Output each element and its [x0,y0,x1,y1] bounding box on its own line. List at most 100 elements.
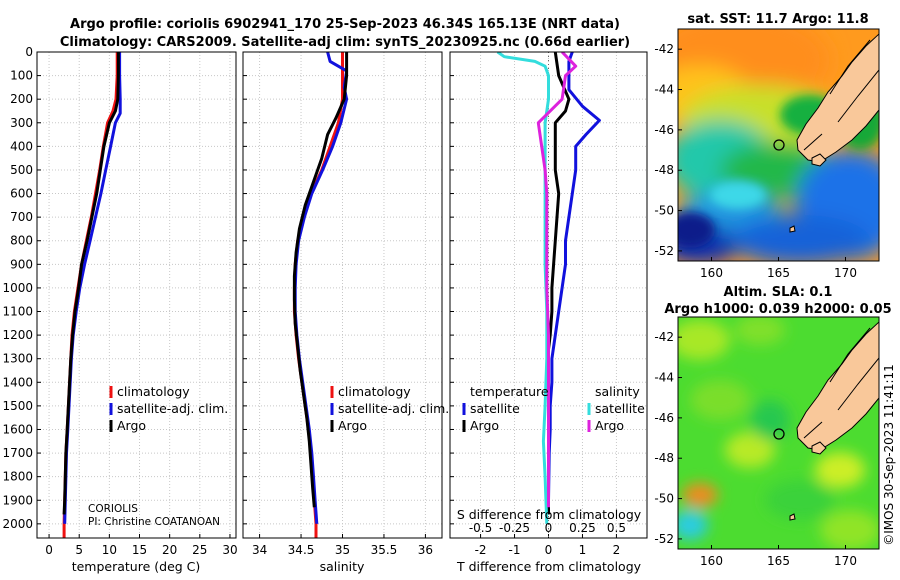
legend-title-salinity: salinity [595,384,640,399]
sla-map: Altim. SLA: 0.1 Argo h1000: 0.039 h2000:… [654,285,891,568]
map-lat-label: -52 [654,532,674,546]
s-difference-axis-label: S difference from climatology [457,507,642,522]
temperature-axis-label: temperature (deg C) [72,559,201,574]
legend-label-t-argo: Argo [470,418,499,433]
depth-tick-label: 1600 [2,422,33,436]
temperature-axes-box [36,51,237,539]
map-lat-label: -48 [654,451,674,465]
depth-tick-label: 300 [10,116,33,130]
depth-tick-label: 1800 [2,470,33,484]
series-line-t-argo [547,52,571,515]
map-lat-label: -42 [654,330,674,344]
depth-tick-label: 100 [10,69,33,83]
legend-label-argo: Argo [338,418,367,433]
x-tick-label: 0 [545,543,553,557]
difference-panel: -2 -1 0 1 2 -0.5 -0.25 0 0.25 0.5 S difference f… [449,51,648,574]
salinity-legend: climatology satellite-adj. clim. Argo [330,384,449,433]
temperature-legend: climatology satellite-adj. clim. Argo [109,384,228,433]
series-line-argo [292,52,349,508]
sst-field-regions [678,29,879,261]
map-lon-label: 165 [767,266,790,280]
sst-land-auckland-islands [789,225,796,233]
x-tick-label: 20 [162,543,177,557]
sst-land-stewart-island [811,153,827,167]
depth-tick-label: 1200 [2,328,33,342]
figure-title-line2: Climatology: CARS2009. Satellite-adj cli… [60,35,630,50]
x-tick-label: 36 [418,543,433,557]
salinity-tick-labels: 34 34.5 35 35.5 36 [252,543,433,557]
map-lat-label: -46 [654,123,674,137]
map-lat-label: -50 [654,204,674,218]
difference-series [496,52,601,524]
sst-map-tick-labels: 160 165 170 -42 -44 -46 -48 -50 -52 [654,42,857,280]
s-tick-label: -0.5 [469,521,492,535]
depth-tick-label: 1000 [2,281,33,295]
series-line-s-argo [536,52,578,508]
t-difference-tick-labels: -2 -1 0 1 2 [475,543,621,557]
depth-tick-label: 2000 [2,517,33,531]
x-tick-label: 35.5 [371,543,398,557]
sst-map-title: sat. SST: 11.7 Argo: 11.8 [687,12,868,27]
s-tick-label: -0.25 [499,521,530,535]
difference-legend: temperature salinity satellite Argo sate… [462,384,645,433]
x-tick-label: 34.5 [288,543,315,557]
t-difference-axis-label: T difference from climatology [456,559,642,574]
s-difference-tick-labels: -0.5 -0.25 0 0.25 0.5 [469,521,626,535]
depth-tick-label: 0 [25,45,33,59]
legend-label-satellite: satellite-adj. clim. [117,401,228,416]
credit-institution: CORIOLIS [88,503,138,515]
map-lat-label: -44 [654,371,674,385]
depth-tick-label: 500 [10,163,33,177]
temperature-grid [37,51,236,538]
sla-field-regions [678,317,879,549]
legend-label-climatology: climatology [338,384,411,399]
x-tick-label: 10 [102,543,117,557]
depth-tick-label: 1900 [2,493,33,507]
depth-tick-label: 1500 [2,399,33,413]
x-tick-label: 2 [613,543,621,557]
depth-tick-label: 1300 [2,352,33,366]
difference-axes-box [449,51,648,539]
sla-map-title-line1: Altim. SLA: 0.1 [724,285,833,300]
legend-label-satellite: satellite-adj. clim. [338,401,449,416]
depth-tick-label: 1100 [2,305,33,319]
depth-tick-label: 800 [10,234,33,248]
sla-land-stewart-island [811,441,827,455]
depth-tick-label: 600 [10,187,33,201]
depth-tick-label: 400 [10,139,33,153]
credit-pi: PI: Christine COATANOAN [88,516,220,528]
sla-land-auckland-islands [789,513,796,521]
sla-map-tick-labels: 160 165 170 -42 -44 -46 -48 -50 -52 [654,330,857,568]
salinity-series [292,52,349,538]
depth-tick-label: 900 [10,257,33,271]
salinity-panel: 34 34.5 35 35.5 36 salinity climatology sate… [242,51,449,574]
imos-timestamp: ©IMOS 30-Sep-2023 11:41:11 [882,364,896,546]
temperature-panel: 0100200300400500600700800900100011001200… [2,45,237,574]
x-tick-label: 1 [579,543,587,557]
sst-float-marker [773,139,785,151]
depth-tick-labels: 0 100 200 300 400 500 600 700 800 900 1000 1100 1200… [2,45,33,531]
x-tick-label: 0 [45,543,53,557]
map-lon-label: 160 [700,554,723,568]
sla-float-marker [773,428,785,440]
salinity-axis-label: salinity [320,559,365,574]
depth-tick-label: 700 [10,210,33,224]
x-tick-label: 30 [222,543,237,557]
map-lat-label: -42 [654,42,674,56]
x-tick-label: 35 [335,543,350,557]
map-lon-label: 165 [767,554,790,568]
sla-field [678,317,879,549]
x-tick-label: 34 [252,543,267,557]
x-tick-label: -2 [475,543,487,557]
s-tick-label: 0.25 [569,521,596,535]
depth-tick-label: 1400 [2,375,33,389]
sla-depth-contours [803,327,879,439]
map-lon-label: 170 [834,266,857,280]
series-line-t-satellite [547,52,601,501]
figure-title-line1: Argo profile: coriolis 6902941_170 25-Se… [70,17,620,32]
sst-field [678,29,879,261]
map-lat-label: -52 [654,244,674,258]
depth-tick-label: 1700 [2,446,33,460]
sla-map-title-line2: Argo h1000: 0.039 h2000: 0.05 [664,302,891,317]
